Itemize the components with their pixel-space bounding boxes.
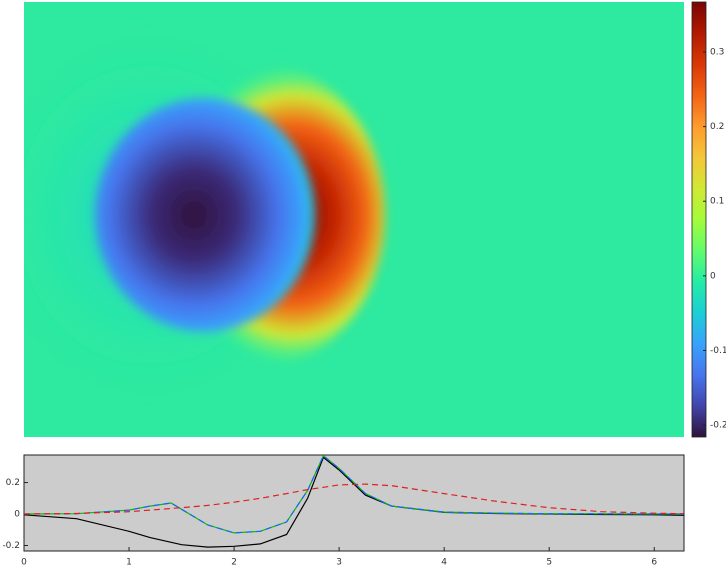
y-tick-label: 0.2 — [6, 478, 20, 488]
line-plot-area — [23, 454, 685, 552]
colorbar-tick-label: 0 — [710, 271, 716, 281]
line-series — [23, 454, 684, 534]
colorbar-tick-label: -0.2 — [710, 421, 726, 431]
field-image — [24, 2, 684, 437]
y-tick-label: -0.2 — [2, 541, 20, 551]
x-tick-label: 5 — [546, 558, 552, 568]
x-tick-label: 0 — [21, 558, 27, 568]
line-series — [23, 483, 684, 515]
colorbar-tick-label: 0.1 — [710, 197, 724, 207]
colorbar-tick-label: 0.3 — [710, 47, 724, 57]
y-tick-label: 0 — [14, 510, 20, 520]
colorbar-tick-label: -0.1 — [710, 346, 726, 356]
x-tick-label: 6 — [651, 558, 657, 568]
colorbar-tick-label: 0.2 — [710, 122, 724, 132]
x-tick-label: 2 — [231, 558, 237, 568]
x-tick-label: 3 — [336, 558, 342, 568]
x-tick-label: 1 — [126, 558, 132, 568]
x-tick-label: 4 — [441, 558, 447, 568]
colorbar — [691, 1, 707, 438]
